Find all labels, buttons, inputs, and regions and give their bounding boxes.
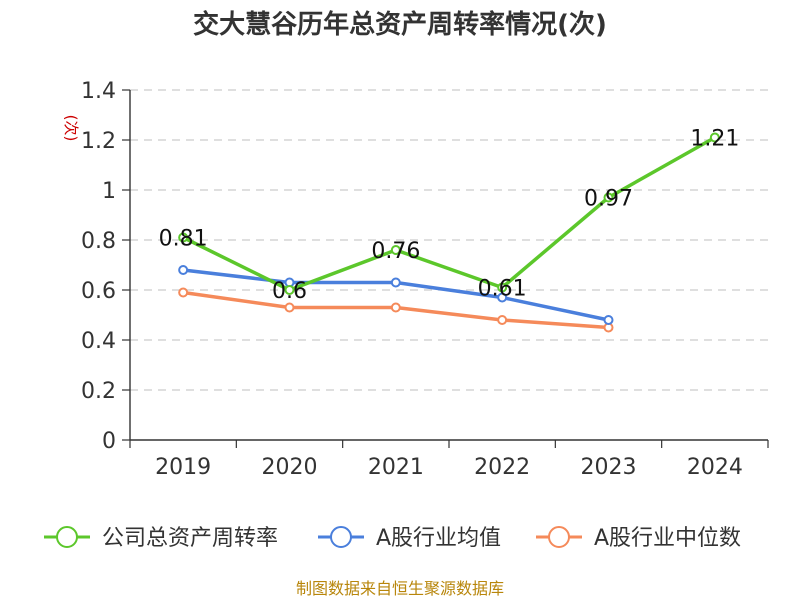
chart-title: 交大慧谷历年总资产周转率情况(次): [193, 9, 607, 40]
y-tick-label: 1: [102, 179, 116, 204]
source-note: 制图数据来自恒生聚源数据库: [296, 579, 504, 598]
legend-marker: [330, 526, 352, 548]
x-tick-label: 2022: [474, 455, 530, 480]
data-point: [497, 282, 508, 293]
data-point: [497, 315, 508, 325]
data-label: 0.61: [478, 277, 527, 302]
series-0: [178, 132, 720, 295]
legend-marker: [548, 526, 570, 548]
y-tick-label: 0.8: [81, 229, 116, 254]
y-tick-label: 0.4: [81, 329, 116, 354]
data-point: [284, 285, 295, 295]
grid-lines: [130, 89, 768, 391]
data-point: [709, 132, 720, 143]
data-label: 0.6: [272, 279, 307, 304]
legend-item-1: A股行业均值: [318, 526, 501, 551]
y-tick-label: 0.2: [81, 379, 116, 404]
legend-label: A股行业均值: [376, 526, 501, 551]
data-point: [497, 292, 508, 303]
legend-item-0: 公司总资产周转率: [44, 526, 278, 551]
data-point: [603, 315, 614, 325]
data-point: [178, 265, 189, 275]
data-point: [178, 287, 189, 298]
legend-marker: [56, 526, 78, 548]
data-labels: 0.81 0.6 0.76 0.61 0.97 1.21: [159, 127, 740, 305]
x-tick-label: 2024: [687, 455, 743, 480]
x-tick-label: 2021: [368, 455, 424, 480]
y-axis-label: (次): [62, 115, 80, 142]
y-tick-label: 1.4: [81, 79, 116, 104]
y-tick-label: 0.6: [81, 279, 116, 304]
x-tick-label: 2019: [155, 455, 211, 480]
y-tick-label: 1.2: [81, 129, 116, 154]
data-label: 0.76: [371, 239, 420, 264]
x-tick-label: 2020: [262, 455, 318, 480]
data-point: [603, 192, 614, 203]
data-point: [178, 232, 189, 243]
y-tick-label: 0: [102, 429, 116, 454]
series-1: [178, 265, 614, 325]
data-label: 0.97: [584, 187, 633, 212]
series-2: [178, 287, 614, 333]
legend: 公司总资产周转率 A股行业均值 A股行业中位数: [44, 526, 741, 551]
legend-label: A股行业中位数: [594, 526, 741, 551]
legend-label: 公司总资产周转率: [102, 526, 278, 551]
legend-item-2: A股行业中位数: [536, 526, 741, 551]
series: [178, 132, 720, 333]
data-label: 1.21: [690, 127, 739, 152]
data-label: 0.81: [159, 227, 208, 252]
x-tick-label: 2023: [581, 455, 637, 480]
data-point: [390, 245, 401, 255]
data-point: [284, 302, 295, 313]
data-point: [390, 277, 401, 288]
data-point: [390, 302, 401, 313]
series-line: [182, 135, 716, 292]
